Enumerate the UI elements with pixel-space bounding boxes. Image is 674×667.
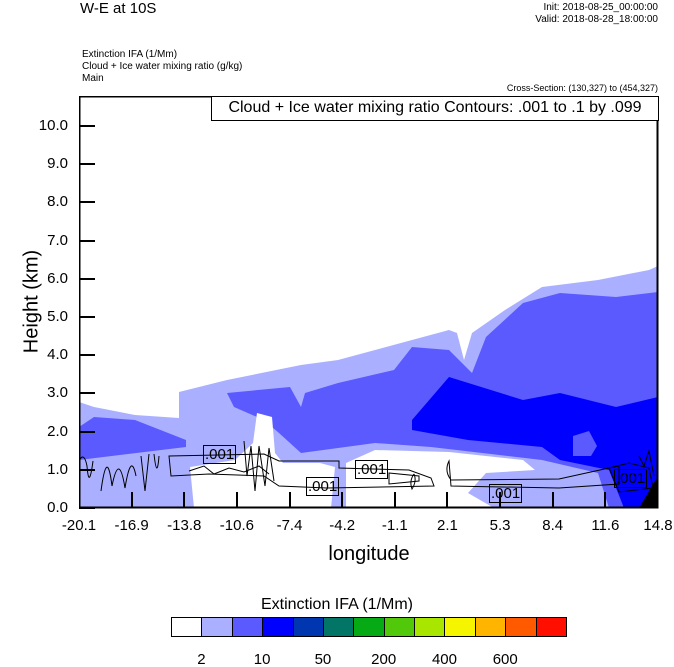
x-tick-mark — [551, 492, 554, 508]
fill-black-corner — [639, 476, 658, 508]
y-tick-mark — [79, 430, 95, 433]
x-tick-label: 14.8 — [643, 517, 673, 534]
y-tick-label: 4.0 — [47, 346, 68, 364]
colorbar-label: 200 — [371, 651, 397, 667]
contour-label: .001 — [489, 484, 523, 503]
colorbar-swatch — [414, 617, 446, 637]
y-tick-mark — [79, 125, 95, 127]
x-tick-mark — [604, 492, 607, 508]
contour-label: .001 — [355, 460, 389, 479]
y-tick-mark — [79, 239, 95, 242]
colorbar-swatch — [171, 617, 203, 637]
x-tick-label: -16.9 — [114, 517, 149, 534]
x-tick-label: 2.1 — [437, 517, 458, 534]
contour-label: .001 — [306, 477, 340, 496]
fill-dark — [412, 377, 658, 508]
y-tick-label: 1.0 — [47, 460, 68, 478]
y-tick-label: 10.0 — [38, 117, 68, 134]
x-tick-mark — [235, 492, 238, 508]
x-tick-mark — [130, 492, 133, 508]
y-tick-label: 7.0 — [47, 231, 68, 249]
x-tick-label: -4.2 — [329, 517, 356, 534]
x-tick-label: -1.1 — [381, 517, 408, 534]
plot-area — [79, 96, 659, 509]
colorbar-label: 600 — [492, 651, 518, 667]
colorbar-swatch — [505, 617, 537, 637]
colorbar-label: 50 — [314, 651, 332, 667]
x-tick-label: 8.4 — [542, 517, 564, 534]
colorbar-swatch — [231, 617, 264, 637]
cross-section-label: Cross-Section: (130,327) to (454,327) — [506, 83, 658, 93]
x-tick-mark — [446, 492, 449, 508]
x-tick-label: -7.4 — [276, 517, 303, 534]
contour-info-label: Cloud + Ice water mixing ratio Contours:… — [211, 96, 659, 121]
contours — [79, 440, 655, 493]
y-tick-mark — [79, 201, 95, 204]
y-tick-label: 2.0 — [47, 422, 68, 440]
y-tick-label: 9.0 — [47, 155, 68, 173]
colorbar-label: 2 — [197, 651, 206, 667]
init-time: Init: 2018-08-25_00:00:00 — [543, 2, 658, 13]
colorbar-swatch — [353, 617, 385, 637]
x-tick-label: -10.6 — [219, 517, 254, 534]
field-label: Extinction IFA (1/Mm) — [82, 49, 178, 60]
colorbar-swatch — [292, 617, 324, 637]
x-tick-mark — [183, 492, 186, 508]
x-tick-mark — [393, 492, 396, 508]
colorbar-swatch — [383, 617, 416, 637]
colorbar-swatch — [262, 617, 294, 637]
x-tick-mark — [288, 492, 291, 508]
x-tick-label: -13.8 — [167, 517, 202, 534]
plot-title: W-E at 10S — [80, 0, 157, 17]
y-tick-label: 8.0 — [47, 193, 68, 211]
y-tick-label: 3.0 — [47, 384, 68, 402]
y-tick-mark — [79, 354, 95, 357]
colorbar-swatch — [535, 617, 567, 637]
x-tick-mark — [499, 492, 502, 508]
colorbar-swatch — [322, 617, 355, 637]
colorbar-title: Extinction IFA (1/Mm) — [260, 596, 414, 613]
field-label: Cloud + Ice water mixing ratio (g/kg) — [82, 61, 243, 72]
y-tick-mark — [79, 316, 95, 318]
colorbar-swatch — [474, 617, 507, 637]
y-tick-label: 5.0 — [47, 308, 68, 325]
colorbar-label: 10 — [253, 651, 271, 667]
fill-medium-hole — [573, 431, 597, 456]
field-label: Main — [82, 73, 104, 84]
y-tick-mark — [79, 163, 95, 166]
contour-label: .001 — [203, 445, 237, 464]
y-tick-mark — [79, 277, 95, 280]
colorbar-swatch — [201, 617, 233, 637]
y-tick-label: 0.0 — [47, 499, 68, 516]
fill-white-hole — [346, 450, 535, 508]
colorbar-label: 400 — [431, 651, 457, 667]
y-tick-label: 6.0 — [47, 269, 68, 287]
colorbar-swatch — [444, 617, 476, 637]
y-tick-mark — [79, 507, 95, 509]
valid-time: Valid: 2018-08-28_18:00:00 — [535, 14, 658, 25]
x-tick-label: 11.6 — [591, 517, 620, 534]
x-tick-label: 5.3 — [489, 517, 511, 534]
fill-white-hole — [190, 413, 335, 508]
x-tick-mark — [341, 492, 344, 508]
fill-medium — [79, 417, 186, 460]
x-tick-label: -20.1 — [61, 517, 97, 534]
y-tick-mark — [79, 468, 95, 471]
x-axis-label: longitude — [328, 543, 410, 565]
contour-label: .001 — [614, 469, 648, 488]
y-tick-mark — [79, 392, 95, 395]
